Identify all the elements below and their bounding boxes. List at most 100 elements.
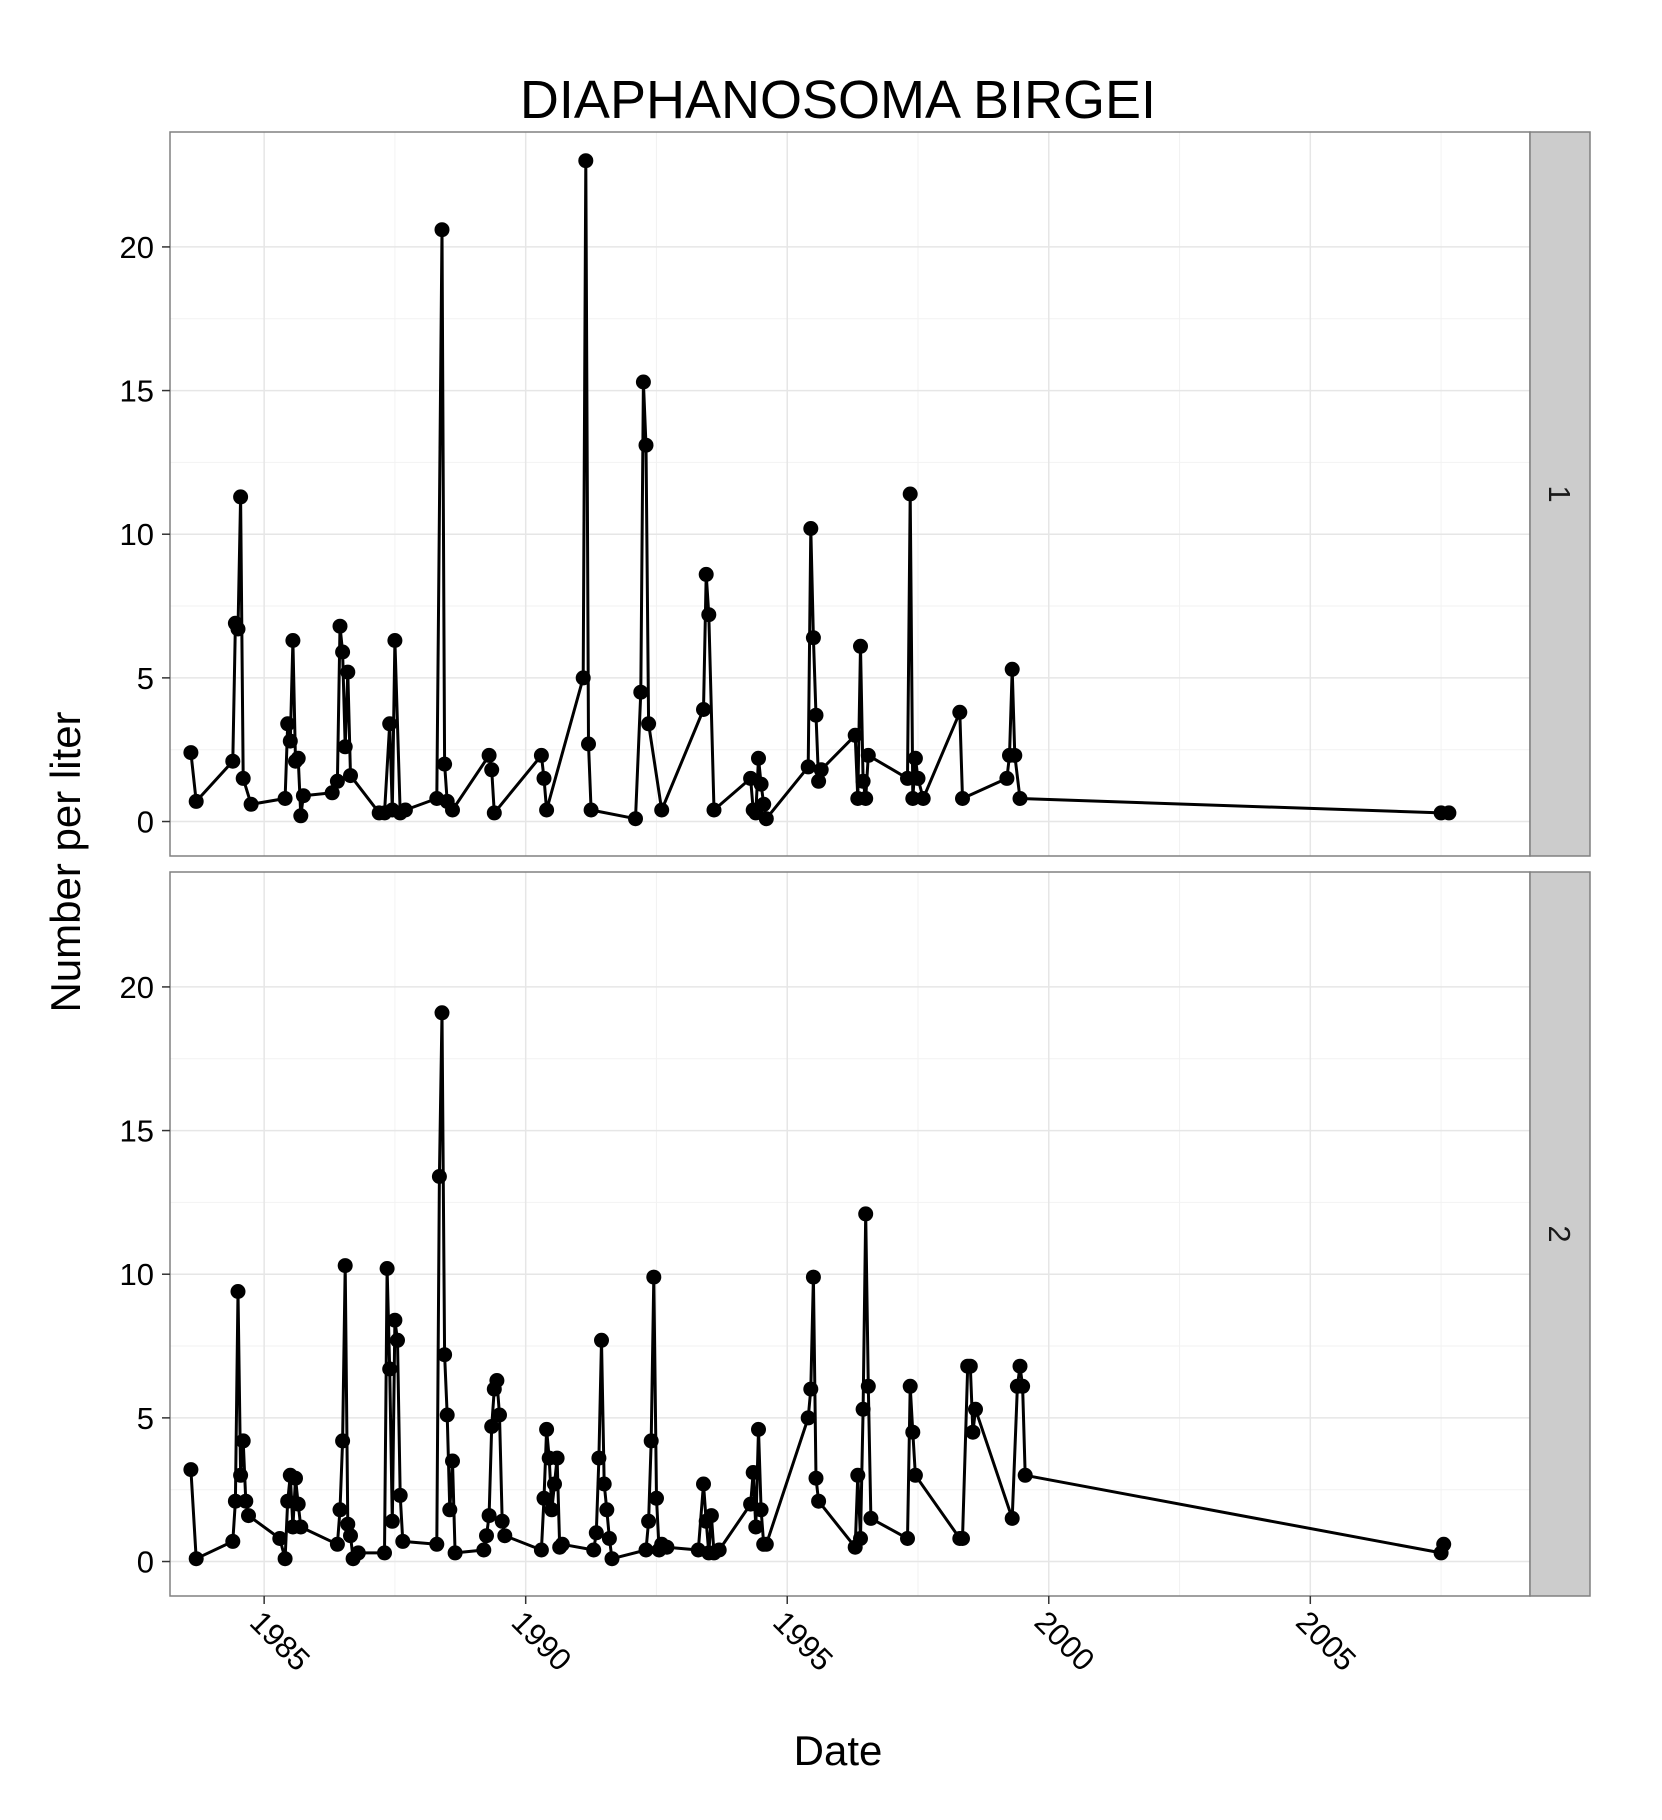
data-point (902, 486, 918, 502)
data-point (1436, 1536, 1452, 1552)
data-point (387, 1312, 403, 1328)
data-point (382, 716, 398, 732)
data-point (397, 802, 413, 818)
data-point (643, 1433, 659, 1449)
data-point (907, 1467, 923, 1483)
data-point (447, 1545, 463, 1561)
data-point (479, 1528, 494, 1544)
data-point (494, 1513, 510, 1529)
data-point (324, 785, 340, 801)
data-point (860, 747, 876, 763)
data-point (711, 1542, 727, 1558)
data-point (999, 770, 1015, 786)
data-point (863, 1510, 879, 1526)
data-point (855, 1401, 871, 1417)
y-tick-label: 15 (120, 374, 154, 409)
data-point (382, 1361, 398, 1377)
data-point (847, 727, 863, 743)
data-point (384, 1513, 400, 1529)
data-point (233, 1467, 249, 1483)
x-axis: 1985 1990 1995 2000 2005 (243, 1596, 1363, 1678)
data-point (392, 1487, 408, 1503)
y-tick-label: 0 (137, 805, 154, 840)
data-point (395, 1533, 411, 1549)
data-point (235, 1433, 251, 1449)
data-point (442, 1502, 458, 1518)
data-point (536, 770, 552, 786)
data-point (282, 733, 298, 749)
facet-strip-label: 2 (1542, 1225, 1577, 1242)
data-point (701, 607, 717, 623)
data-point (329, 773, 345, 789)
data-point (910, 770, 926, 786)
data-point (800, 1410, 816, 1426)
panel-background (170, 132, 1530, 856)
data-point (902, 1378, 918, 1394)
data-point (641, 716, 657, 732)
facet-panel-1: 0 5 10 15 20 1 (120, 131, 1591, 857)
data-point (332, 1502, 348, 1518)
panel-background (170, 872, 1530, 1596)
data-point (808, 707, 824, 723)
data-point (183, 1462, 199, 1478)
data-point (850, 1467, 866, 1483)
data-point (638, 437, 654, 453)
data-point (955, 1531, 970, 1546)
facet-strip (1529, 131, 1591, 857)
data-point (337, 1258, 353, 1274)
data-point (225, 1533, 241, 1549)
data-point (1012, 1358, 1028, 1374)
y-tick-label: 20 (120, 970, 154, 1005)
data-point (225, 753, 241, 769)
y-tick-label: 20 (120, 230, 154, 265)
data-point (599, 1502, 615, 1518)
data-point (329, 1536, 345, 1552)
data-point (811, 1493, 827, 1509)
data-point (581, 736, 596, 752)
data-point (800, 759, 816, 775)
data-point (578, 153, 594, 169)
data-point (429, 1536, 445, 1552)
data-point (343, 768, 358, 784)
data-point (748, 1519, 764, 1535)
data-point (955, 791, 970, 806)
data-point (696, 1476, 711, 1492)
data-point (588, 1525, 604, 1541)
data-point (350, 1545, 366, 1561)
data-point (377, 1545, 392, 1561)
data-point (905, 1424, 921, 1440)
data-point (431, 1169, 447, 1184)
data-point (594, 1332, 609, 1348)
data-point (805, 630, 821, 646)
data-point (596, 1476, 612, 1492)
data-point (907, 750, 923, 766)
data-point (635, 374, 651, 390)
data-point (484, 762, 500, 778)
y-tick-label: 15 (120, 1114, 154, 1149)
data-point (601, 1531, 617, 1546)
data-point (952, 704, 968, 720)
data-point (853, 1531, 868, 1546)
data-point (183, 745, 199, 761)
data-point (696, 702, 711, 717)
data-point (238, 1493, 254, 1509)
data-point (243, 796, 259, 812)
data-point (604, 1551, 620, 1567)
y-tick-label: 0 (137, 1545, 154, 1580)
data-point (547, 1476, 562, 1492)
data-point (335, 1433, 351, 1449)
data-point (497, 1528, 513, 1544)
data-point (811, 773, 827, 789)
data-point (390, 1332, 405, 1348)
x-tick-label: 2000 (1028, 1604, 1102, 1678)
data-point (539, 1421, 555, 1437)
data-point (445, 802, 460, 818)
data-point (539, 802, 555, 818)
y-tick-label: 5 (137, 661, 154, 696)
data-point (756, 796, 772, 812)
data-point (293, 1519, 309, 1535)
data-point (1441, 805, 1457, 821)
data-point (753, 1502, 769, 1518)
